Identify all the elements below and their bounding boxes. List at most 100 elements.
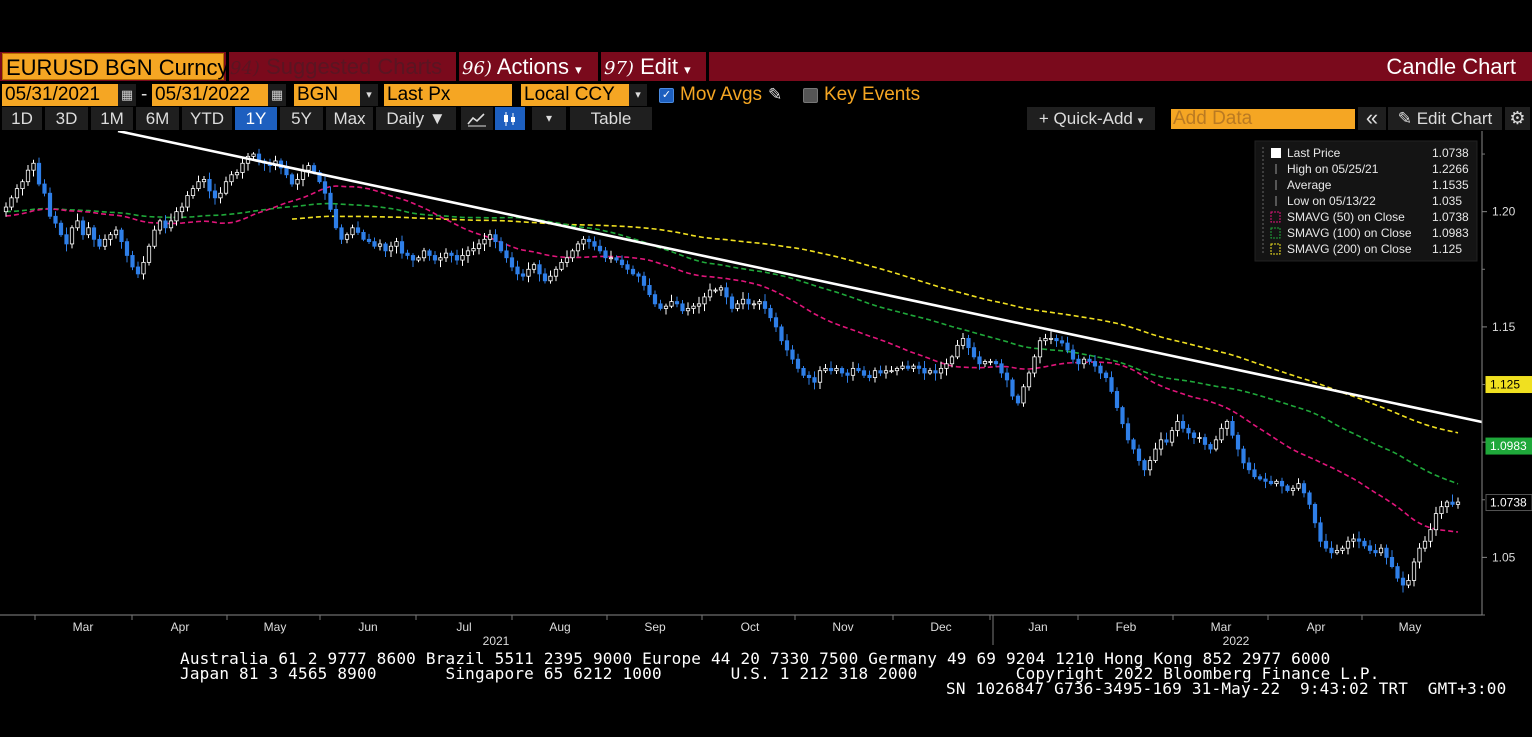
candle-chart[interactable]: 1.05 1.15 1.20 Mar Apr May Jun Jul Aug Sep Oct Nov… <box>0 131 1532 653</box>
edit-menu[interactable]: 97) Edit ▾ <box>604 52 691 81</box>
currency-field[interactable]: Local CCY <box>521 84 629 106</box>
candle-up <box>1444 501 1450 508</box>
edit-chart-label: Edit Chart <box>1416 109 1493 128</box>
candle-up <box>1032 356 1037 374</box>
period-1d-button[interactable]: 1D <box>2 107 42 130</box>
quick-add-button[interactable]: + Quick-Add ▾ <box>1027 107 1155 130</box>
candle-down <box>647 285 652 296</box>
candle-up <box>251 153 256 157</box>
candle-down <box>999 363 1004 374</box>
period-5y-button[interactable]: 5Y <box>280 107 323 130</box>
period-1m-button[interactable]: 1M <box>91 107 133 130</box>
ticker-field[interactable]: EURUSD BGN Curncy <box>2 53 228 80</box>
period-ytd-button[interactable]: YTD <box>182 107 232 130</box>
candle-up <box>1422 540 1428 549</box>
candle-up <box>900 365 905 369</box>
x-tick-label: Mar <box>73 620 94 634</box>
x-tick-label: Apr <box>1307 620 1326 634</box>
source-field[interactable]: BGN <box>294 84 360 106</box>
period-max-button[interactable]: Max <box>326 107 373 130</box>
candle-up <box>1340 547 1345 551</box>
candle-down <box>762 301 768 309</box>
candle-up <box>152 229 157 247</box>
edit-chart-pencil-icon: ✎ <box>1397 109 1412 128</box>
legend-entry-value: 1.125 <box>1432 242 1462 256</box>
end-calendar-icon[interactable]: ▦ <box>268 84 286 106</box>
edit-caret-icon: ▾ <box>684 62 691 77</box>
candle-down <box>1059 340 1065 344</box>
start-date-field[interactable]: 05/31/2021 <box>2 84 118 106</box>
period-3d-button[interactable]: 3D <box>45 107 88 130</box>
candle-down <box>773 317 779 328</box>
candle-up <box>581 238 586 245</box>
collapse-button[interactable]: « <box>1358 107 1386 130</box>
candle-down <box>80 220 86 236</box>
table-button[interactable]: Table <box>570 107 652 130</box>
candle-down <box>427 250 432 256</box>
candle-down <box>1010 379 1015 397</box>
edit-label: Edit <box>640 54 678 79</box>
end-date-field[interactable]: 05/31/2022 <box>152 84 268 106</box>
candle-down <box>724 287 729 298</box>
x-tick-label: Apr <box>171 620 190 634</box>
suggested-charts-number: 94) <box>230 58 260 79</box>
candle-chart-icon[interactable] <box>495 107 525 130</box>
candle-down <box>1246 462 1252 471</box>
value-tag-box <box>1485 376 1532 394</box>
x-tick-label: Feb <box>1116 620 1137 634</box>
candle-down <box>1400 577 1406 586</box>
edit-chart-button[interactable]: ✎ Edit Chart <box>1388 107 1502 130</box>
candle-up <box>141 261 146 275</box>
candle-down <box>124 241 130 256</box>
y-tick-label: 1.20 <box>1492 205 1516 219</box>
candle-up <box>740 298 746 305</box>
candle-up <box>1224 420 1230 429</box>
chart-legend: Last Price 1.0738 High on 05/25/21 1.2266 Av… <box>1254 140 1478 262</box>
candle-up <box>1021 386 1026 404</box>
actions-menu[interactable]: 96) Actions ▾ <box>462 52 582 81</box>
candle-down <box>867 374 872 379</box>
candle-down <box>372 241 377 247</box>
candle-down <box>905 365 911 369</box>
add-data-input[interactable]: Add Data <box>1171 109 1355 129</box>
candle-down <box>933 370 938 374</box>
pencil-icon[interactable]: ✎ <box>768 85 783 104</box>
candle-down <box>1164 439 1169 443</box>
candle-down <box>119 229 124 243</box>
candle-down <box>504 250 509 259</box>
candle-down <box>135 266 141 275</box>
period-1y-button[interactable]: 1Y <box>235 107 277 130</box>
line-chart-icon[interactable] <box>461 107 493 130</box>
candle-down <box>1241 448 1246 464</box>
value-tag-label: 1.125 <box>1490 378 1520 392</box>
source-dropdown-icon[interactable]: ▾ <box>360 84 378 106</box>
candle-up <box>394 241 399 247</box>
candle-down <box>515 266 520 275</box>
start-calendar-icon[interactable]: ▦ <box>118 84 136 106</box>
period-6m-button[interactable]: 6M <box>136 107 179 130</box>
candle-up <box>465 250 471 256</box>
key-events-checkbox[interactable] <box>803 88 818 103</box>
candle-up <box>834 367 839 372</box>
gear-icon[interactable]: ⚙ <box>1505 107 1530 130</box>
suggested-charts-menu[interactable]: 94) Suggested Charts <box>230 52 442 81</box>
y-tick-label: 1.15 <box>1492 320 1516 334</box>
currency-dropdown-icon[interactable]: ▾ <box>629 84 647 106</box>
sma-50-path <box>5 185 1459 533</box>
candle-up <box>669 301 674 307</box>
x-tick-label: May <box>264 620 287 634</box>
price-field[interactable]: Last Px <box>384 84 512 106</box>
legend-entry-value: 1.1535 <box>1432 178 1469 192</box>
candle-down <box>1307 492 1312 505</box>
chart-style-dropdown-icon[interactable]: ▾ <box>532 107 566 130</box>
title-separator <box>226 52 229 81</box>
candle-down <box>641 275 647 286</box>
frequency-dropdown[interactable]: Daily ▼ <box>376 107 456 130</box>
legend-entry-name: Last Price <box>1287 146 1341 160</box>
candle-down <box>1054 338 1059 342</box>
mov-avgs-checkbox[interactable]: ✓ <box>659 88 674 103</box>
candle-up <box>531 264 537 270</box>
candle-down <box>746 298 751 305</box>
candle-up <box>218 192 223 199</box>
candle-down <box>1208 444 1213 450</box>
